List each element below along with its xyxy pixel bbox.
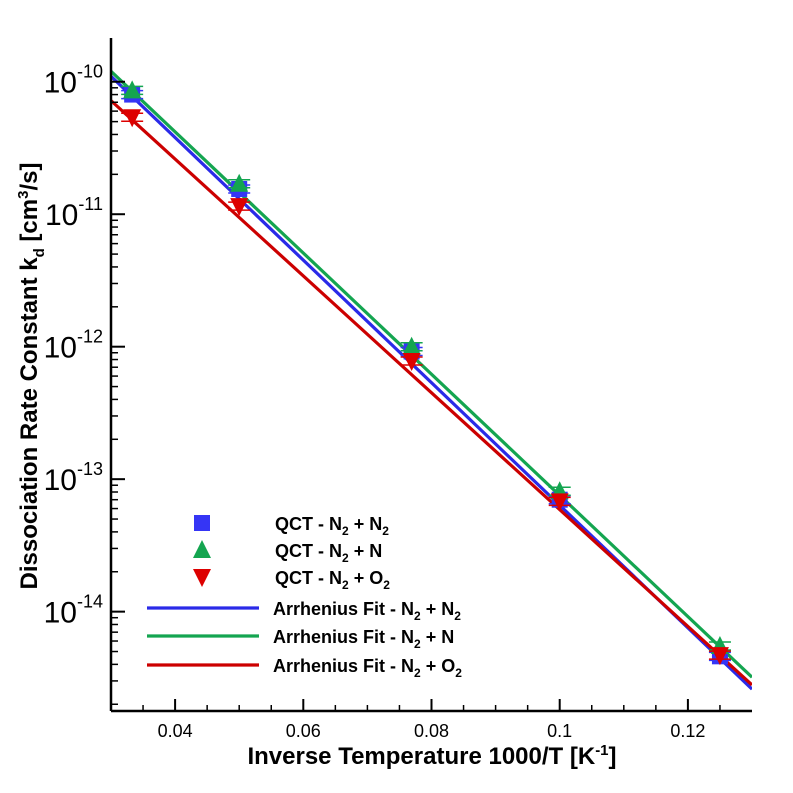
y-tick-label: 10-13 <box>44 459 103 497</box>
legend-text: + O <box>349 568 384 588</box>
y-tick-exponent: -12 <box>77 327 103 347</box>
legend-label-2: QCT - N2 + O2 <box>275 568 390 592</box>
data-point-1-1 <box>230 173 249 192</box>
legend-text: QCT - N <box>275 514 342 534</box>
x-tick-label: 0.06 <box>286 721 321 741</box>
plot-area <box>111 70 752 691</box>
legend-subscript: 2 <box>455 666 462 680</box>
legend-subscript: 2 <box>414 666 421 680</box>
legend-label-0: QCT - N2 + N2 <box>275 514 389 538</box>
y-tick-base: 10 <box>44 597 77 630</box>
legend-subscript: 2 <box>342 551 349 565</box>
data-point-1-2 <box>402 336 421 355</box>
data-point-2-0 <box>123 109 142 128</box>
legend-subscript: 2 <box>414 637 421 651</box>
legend-subscript: 2 <box>342 578 349 592</box>
y-tick-label: 10-11 <box>45 194 103 232</box>
legend-symbol-0 <box>194 515 210 531</box>
y-tick-exponent: -11 <box>78 194 103 214</box>
legend-symbol-1 <box>193 540 211 558</box>
legend-subscript: 2 <box>383 578 390 592</box>
axes: 0.04 0.06 0.08 0.1 0.1210-1010-1110-1210-131… <box>44 38 752 741</box>
legend-label-3: Arrhenius Fit - N2 + N2 <box>273 599 461 623</box>
legend-text: Arrhenius Fit - N <box>273 627 414 647</box>
y-tick-exponent: -10 <box>77 62 103 82</box>
data-point-1-0 <box>123 80 142 99</box>
legend-text: + N <box>349 541 383 561</box>
y-tick-base: 10 <box>45 199 78 232</box>
legend-text: + N <box>421 627 455 647</box>
legend-label-5: Arrhenius Fit - N2 + O2 <box>273 656 462 680</box>
legend-subscript: 2 <box>414 609 421 623</box>
x-axis-title: Inverse Temperature 1000/T [K-1] <box>247 742 616 770</box>
y-tick-base: 10 <box>44 332 77 365</box>
data-point-2-3 <box>550 493 569 512</box>
data-point-2-4 <box>710 647 729 666</box>
legend-subscript: 2 <box>382 524 389 538</box>
data-point-2-2 <box>402 352 421 371</box>
y-tick-base: 10 <box>44 464 77 497</box>
data-point-2-1 <box>230 198 249 217</box>
legend-text: QCT - N <box>275 541 342 561</box>
y-tick-label: 10-10 <box>44 62 103 100</box>
legend-label-4: Arrhenius Fit - N2 + N <box>273 627 454 651</box>
x-tick-label: 0.1 <box>547 721 572 741</box>
y-tick-exponent: -14 <box>77 592 103 612</box>
y-tick-label: 10-14 <box>44 592 103 630</box>
y-tick-label: 10-12 <box>44 327 103 365</box>
series-line-1 <box>111 70 752 679</box>
x-tick-label: 0.08 <box>414 721 449 741</box>
legend-text: + O <box>421 656 456 676</box>
legend-text: Arrhenius Fit - N <box>273 599 414 619</box>
series-line-2 <box>111 99 752 687</box>
y-tick-base: 10 <box>44 67 77 100</box>
legend-text: + N <box>349 514 383 534</box>
legend-symbol-2 <box>193 569 211 587</box>
x-tick-label: 0.04 <box>158 721 193 741</box>
x-tick-label: 0.12 <box>670 721 705 741</box>
legend-subscript: 2 <box>342 524 349 538</box>
legend-label-1: QCT - N2 + N <box>275 541 382 565</box>
legend-text: + N <box>421 599 455 619</box>
y-axis-title: Dissociation Rate Constant kd [cm3/s] <box>15 163 48 590</box>
legend-text: QCT - N <box>275 568 342 588</box>
legend-subscript: 2 <box>454 609 461 623</box>
y-tick-exponent: -13 <box>77 459 103 479</box>
legend-text: Arrhenius Fit - N <box>273 656 414 676</box>
